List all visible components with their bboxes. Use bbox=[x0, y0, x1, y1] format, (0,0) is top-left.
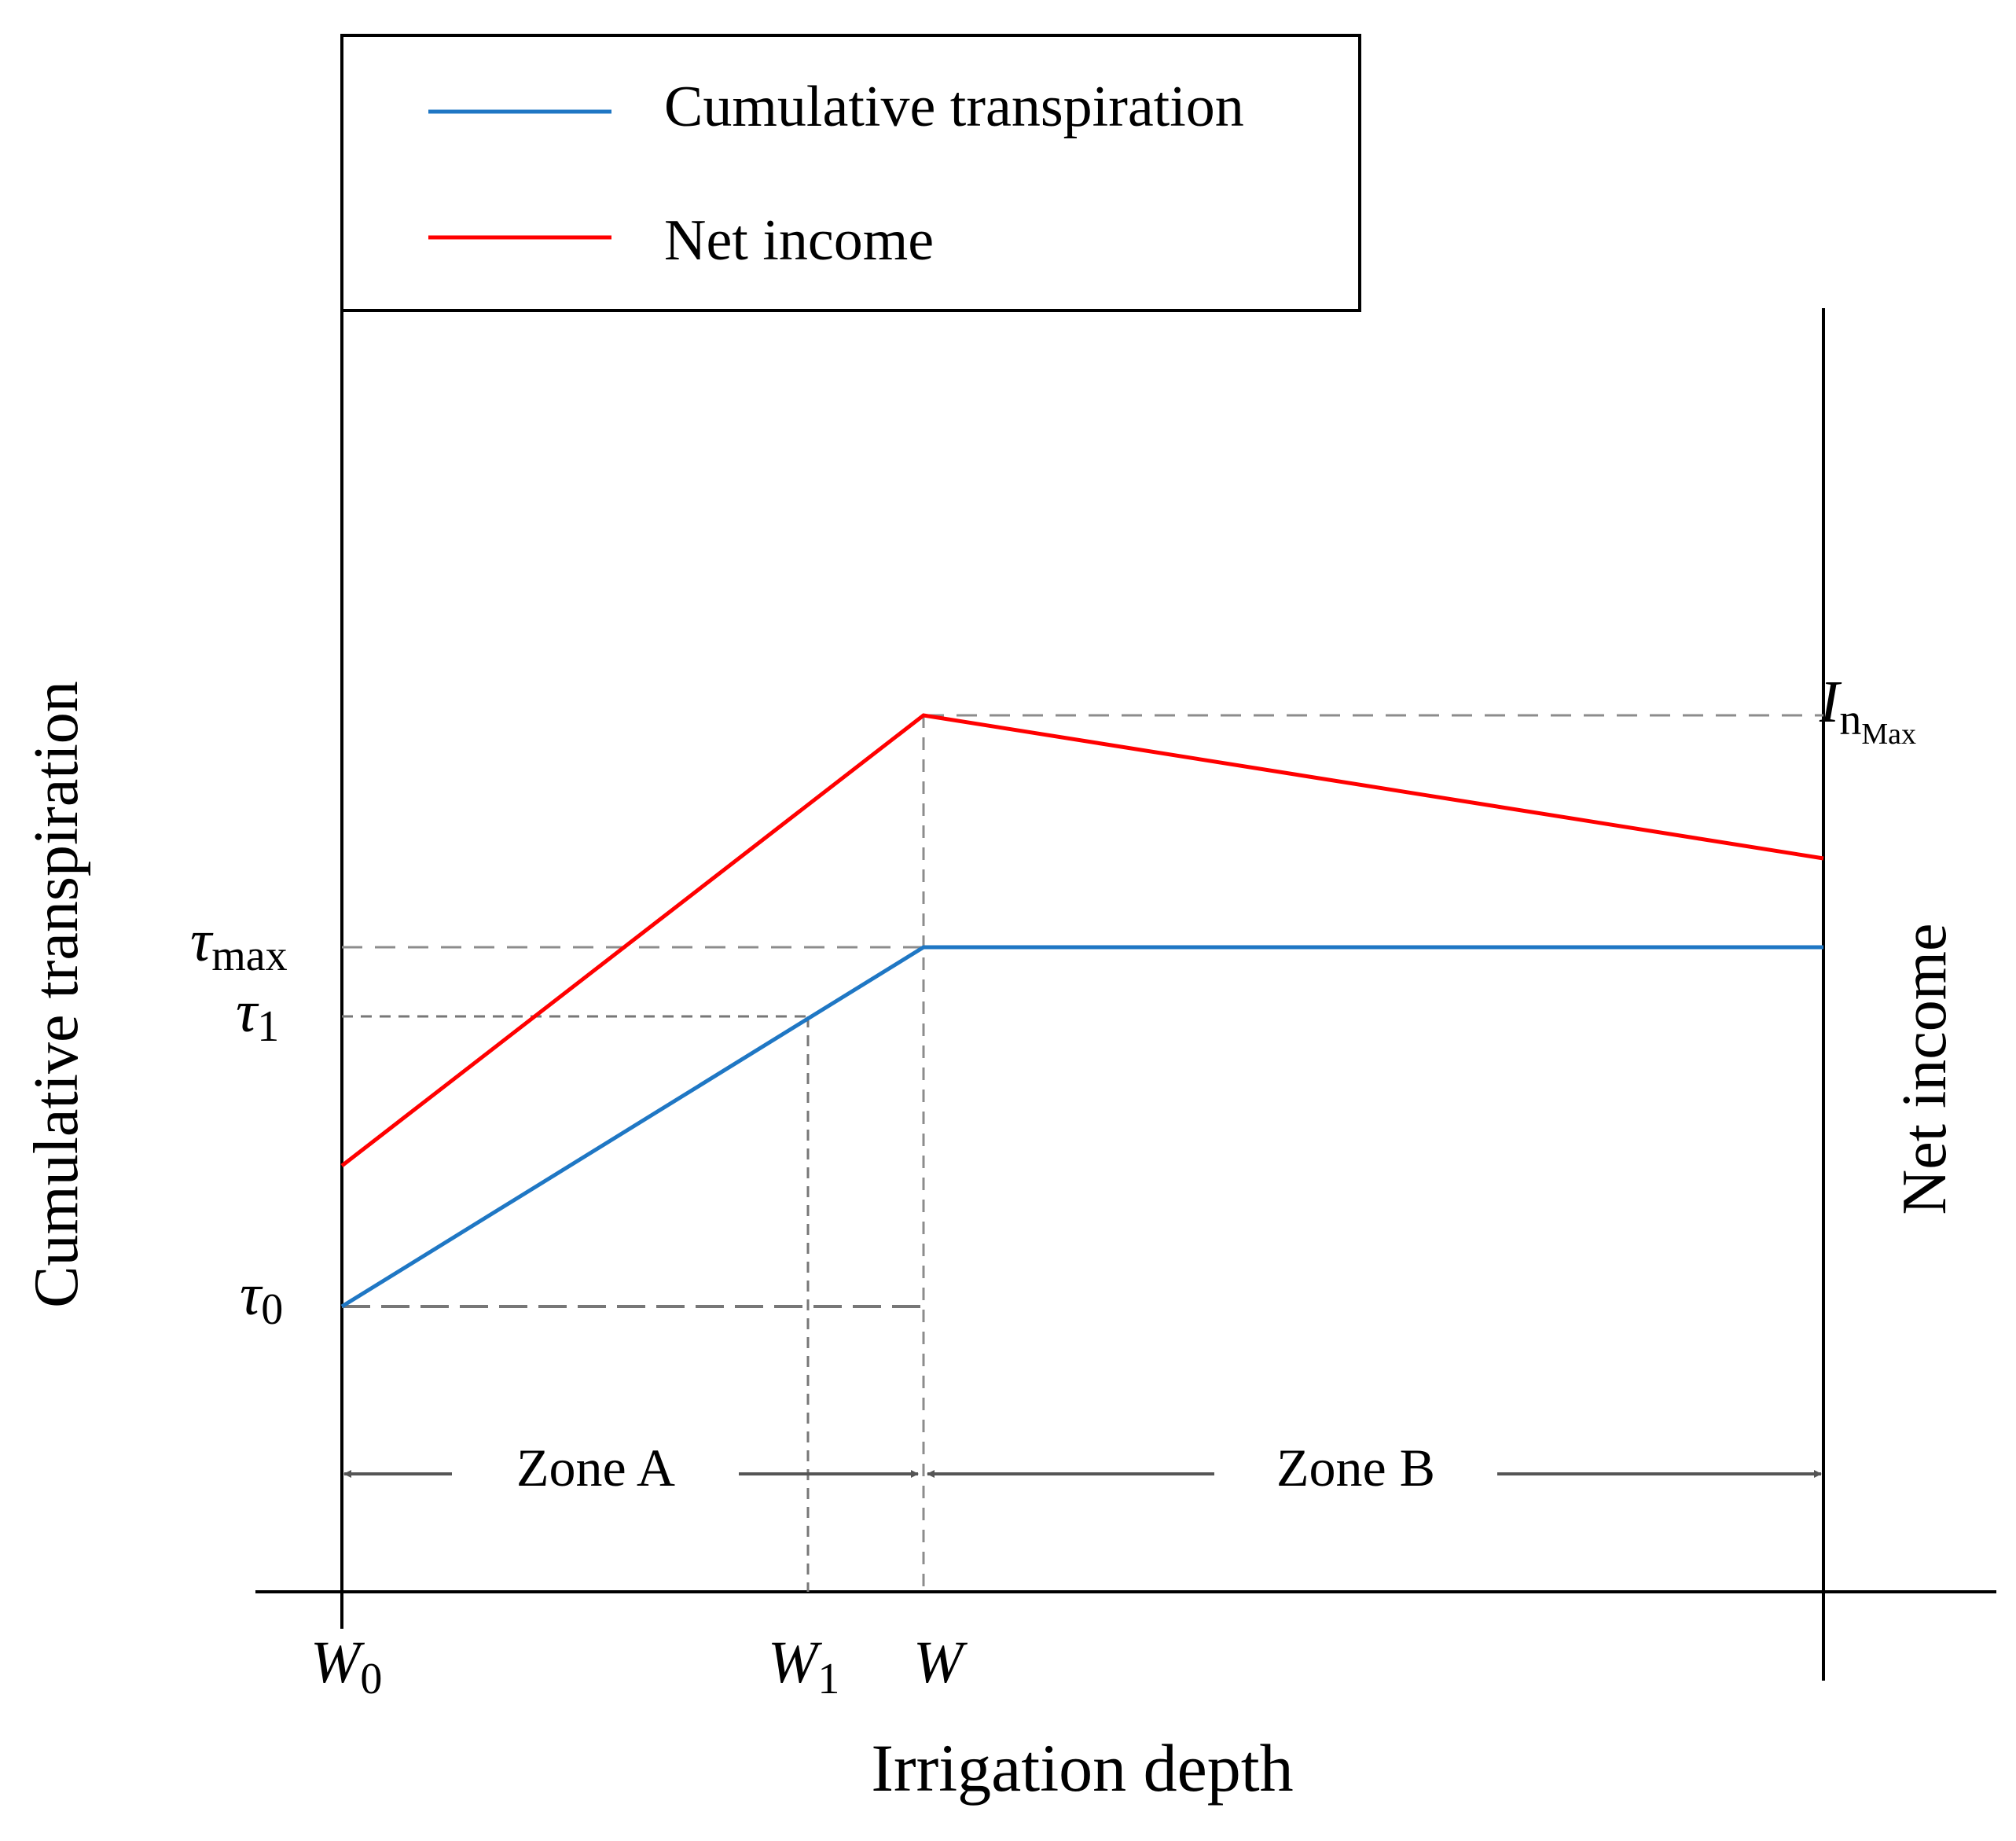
tick-tau-max-base: τ bbox=[190, 908, 214, 974]
tick-tau-1: τ1 bbox=[236, 979, 279, 1051]
tick-tau-max-sub: max bbox=[211, 932, 287, 980]
tick-tau-0-base: τ bbox=[240, 1262, 263, 1328]
tick-tau-0-sub: 0 bbox=[261, 1285, 283, 1334]
tick-w: W bbox=[913, 1630, 968, 1696]
cumulative-transpiration-line bbox=[340, 945, 1823, 1309]
tick-net-income-max-sub: n bbox=[1839, 696, 1861, 744]
tick-tau-1-sub: 1 bbox=[257, 1002, 279, 1051]
legend-label-transpiration: Cumulative transpiration bbox=[664, 75, 1244, 139]
tick-net-income-max: InMax bbox=[1819, 669, 1916, 751]
y-left-axis-title: Cumulative transpiration bbox=[22, 681, 91, 1308]
tick-net-income-max-subsub: Max bbox=[1861, 718, 1916, 751]
tick-w1-base: W bbox=[768, 1630, 823, 1696]
y-right-axis-title: Net income bbox=[1890, 924, 1959, 1215]
zone-a-label: Zone A bbox=[516, 1438, 675, 1497]
tick-w1-sub: 1 bbox=[817, 1655, 839, 1703]
tick-w0: W0 bbox=[310, 1630, 382, 1703]
x-axis-title: Irrigation depth bbox=[871, 1730, 1293, 1806]
tick-w0-sub: 0 bbox=[360, 1655, 382, 1703]
zone-b-label: Zone B bbox=[1276, 1438, 1435, 1497]
tick-tau-0: τ0 bbox=[240, 1262, 283, 1334]
tick-w0-base: W bbox=[310, 1630, 365, 1696]
tick-net-income-max-base: I bbox=[1819, 669, 1842, 735]
net-income-line bbox=[340, 713, 1824, 1167]
tick-tau-1-base: τ bbox=[236, 979, 259, 1045]
tick-w-base: W bbox=[913, 1630, 968, 1696]
tick-tau-max: τmax bbox=[190, 908, 288, 980]
tick-w1: W1 bbox=[768, 1630, 839, 1703]
legend-label-net-income: Net income bbox=[664, 208, 934, 273]
legend-box bbox=[340, 34, 1361, 312]
